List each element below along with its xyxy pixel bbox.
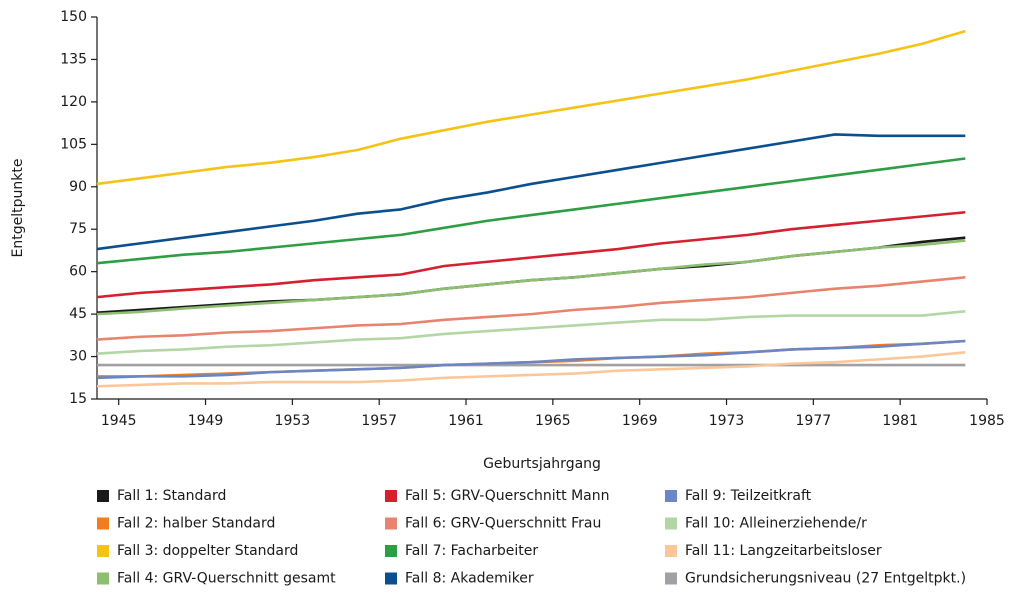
legend-label: Fall 11: Langzeitarbeitsloser xyxy=(685,543,882,559)
x-tick-label: 1981 xyxy=(882,413,918,429)
x-tick-label: 1977 xyxy=(796,413,832,429)
x-axis-label: Geburtsjahrgang xyxy=(483,456,601,472)
legend-label: Fall 8: Akademiker xyxy=(405,571,534,587)
legend-label: Fall 2: halber Standard xyxy=(117,516,275,532)
series-line xyxy=(96,236,966,314)
x-tick-label: 1957 xyxy=(361,413,397,429)
y-tick-label: 120 xyxy=(60,94,87,110)
legend-swatch xyxy=(665,572,677,585)
legend-swatch xyxy=(385,517,397,530)
x-tick-label: 1961 xyxy=(448,413,484,429)
series-line xyxy=(96,339,966,380)
legend-label: Fall 1: Standard xyxy=(117,488,226,504)
legend-label: Fall 6: GRV-Querschnitt Frau xyxy=(405,516,601,532)
y-tick-label: 150 xyxy=(60,9,87,25)
y-tick-label: 45 xyxy=(69,306,87,322)
y-tick-label: 75 xyxy=(69,221,87,237)
y-tick-label: 135 xyxy=(60,51,87,67)
series-line xyxy=(96,309,966,356)
series-line xyxy=(96,210,966,299)
series-line xyxy=(96,276,966,341)
legend-label: Fall 5: GRV-Querschnitt Mann xyxy=(405,488,610,504)
legend-swatch xyxy=(385,490,397,502)
legend-label: Fall 9: Teilzeitkraft xyxy=(685,488,812,504)
legend-swatch xyxy=(97,572,109,585)
y-axis-label: Entgeltpunkte xyxy=(10,159,26,258)
legend-swatch xyxy=(97,490,109,502)
y-tick-label: 15 xyxy=(69,391,87,407)
legend-swatch xyxy=(665,545,677,557)
legend-swatch xyxy=(665,490,677,502)
y-tick-label: 105 xyxy=(60,136,87,152)
series-line xyxy=(96,239,966,316)
legend-swatch xyxy=(665,517,677,530)
y-tick-label: 90 xyxy=(69,179,87,195)
legend-swatch xyxy=(97,545,109,557)
legend-label: Fall 4: GRV-Querschnitt gesamt xyxy=(117,571,336,587)
series-line xyxy=(96,157,966,265)
y-tick-label: 60 xyxy=(69,264,87,280)
x-tick-label: 1969 xyxy=(622,413,658,429)
legend-label: Fall 10: Alleinerziehende/r xyxy=(685,516,867,532)
series-line xyxy=(96,133,966,251)
x-tick-label: 1965 xyxy=(535,413,571,429)
x-tick-label: 1945 xyxy=(101,413,137,429)
series-line xyxy=(96,29,966,186)
x-tick-label: 1953 xyxy=(275,413,311,429)
x-tick-label: 1985 xyxy=(969,413,1005,429)
legend-label: Fall 3: doppelter Standard xyxy=(117,543,298,559)
legend-swatch xyxy=(385,572,397,585)
series-line xyxy=(96,351,966,388)
legend-label: Grundsicherungsniveau (27 Entgeltpkt.) xyxy=(685,571,966,587)
x-tick-label: 1973 xyxy=(709,413,745,429)
y-tick-label: 30 xyxy=(69,349,87,365)
legend-swatch xyxy=(97,517,109,530)
x-tick-label: 1949 xyxy=(188,413,224,429)
legend-swatch xyxy=(385,545,397,557)
legend-label: Fall 7: Facharbeiter xyxy=(405,543,538,559)
